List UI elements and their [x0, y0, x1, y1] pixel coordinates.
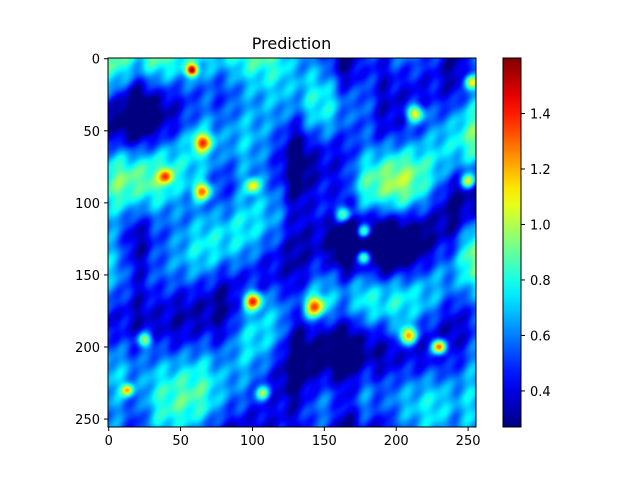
y-tick-label: 50	[83, 125, 100, 140]
x-tick-label: 50	[172, 434, 189, 449]
colorbar-tick-label: 1.0	[530, 218, 551, 233]
chart-title: Prediction	[252, 34, 331, 53]
y-tick-label: 250	[75, 413, 100, 428]
x-tick-label: 150	[312, 434, 337, 449]
colorbar-frame	[502, 57, 522, 428]
colorbar-tick-label: 0.6	[530, 329, 551, 344]
y-tick-label: 0	[92, 53, 100, 68]
heatmap-image	[108, 58, 476, 427]
x-tick-label: 0	[105, 434, 113, 449]
colorbar: 0.4 0.6 0.8 1.0 1.2 1.4	[502, 57, 551, 428]
x-tick-label: 250	[456, 434, 481, 449]
y-tick-label: 100	[75, 197, 100, 212]
colorbar-axis: 0.4 0.6 0.8 1.0 1.2 1.4	[521, 107, 551, 400]
colorbar-gradient	[503, 58, 521, 427]
colorbar-tick-label: 0.4	[530, 385, 551, 400]
heatmap-plot-area	[107, 57, 477, 428]
plot-frame	[107, 57, 477, 428]
colorbar-tick-label: 1.4	[530, 107, 551, 122]
x-axis: 0 50 100 150 200 250	[105, 427, 481, 449]
x-tick-label: 100	[240, 434, 265, 449]
y-tick-label: 150	[75, 269, 100, 284]
colorbar-tick-label: 1.2	[530, 163, 551, 178]
x-tick-label: 200	[384, 434, 409, 449]
y-axis: 0 50 100 150 200 250	[75, 53, 108, 428]
colorbar-tick-label: 0.8	[530, 274, 551, 289]
y-tick-label: 200	[75, 341, 100, 356]
